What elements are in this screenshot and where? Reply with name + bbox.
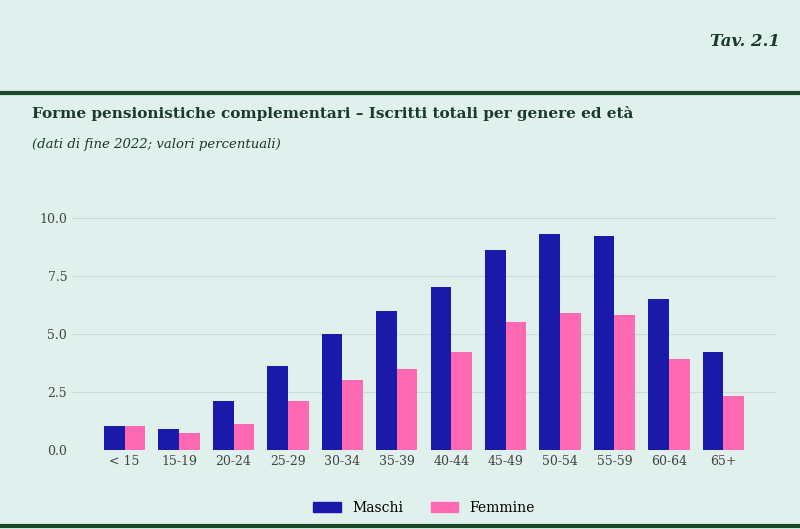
Legend: Maschi, Femmine: Maschi, Femmine — [307, 496, 541, 521]
Bar — [234, 424, 254, 450]
Bar — [485, 250, 506, 450]
Bar — [723, 396, 744, 450]
Text: Forme pensionistiche complementari – Iscritti totali per genere ed età: Forme pensionistiche complementari – Isc… — [32, 106, 634, 121]
Bar — [288, 401, 309, 450]
Bar — [125, 426, 146, 450]
Bar — [179, 433, 200, 450]
Bar — [342, 380, 363, 450]
Bar — [213, 401, 234, 450]
Bar — [539, 234, 560, 450]
Bar — [397, 369, 418, 450]
Bar — [430, 287, 451, 450]
Bar — [104, 426, 125, 450]
Bar — [376, 311, 397, 450]
Bar — [322, 334, 342, 450]
Text: Tav. 2.1: Tav. 2.1 — [710, 33, 780, 50]
Bar — [267, 366, 288, 450]
Text: (dati di fine 2022; valori percentuali): (dati di fine 2022; valori percentuali) — [32, 138, 281, 151]
Bar — [451, 352, 472, 450]
Bar — [702, 352, 723, 450]
Bar — [648, 299, 669, 450]
Bar — [158, 429, 179, 450]
Bar — [594, 236, 614, 450]
Bar — [669, 359, 690, 450]
Bar — [506, 322, 526, 450]
Bar — [560, 313, 581, 450]
Bar — [614, 315, 635, 450]
